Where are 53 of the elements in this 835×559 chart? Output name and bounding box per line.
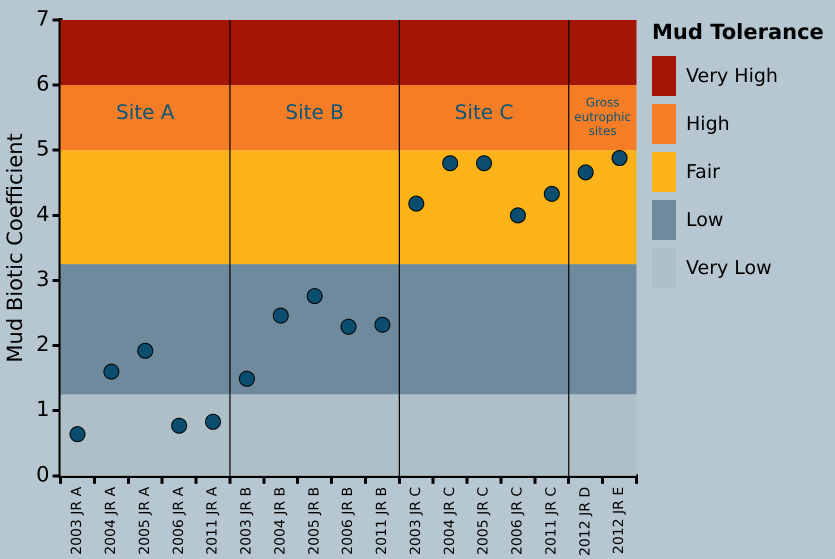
x-tick-label: 2006 JR C: [510, 486, 526, 556]
band-label: Very High: [686, 65, 778, 87]
point: [442, 155, 458, 172]
x-tick-label: 2011 JR B: [374, 486, 390, 555]
annotation: Site B: [285, 100, 344, 124]
y-tick-label: 4: [36, 202, 50, 226]
point: [70, 426, 86, 442]
legend-label: Low: [686, 209, 724, 231]
point: [272, 308, 289, 324]
band-label: High: [686, 113, 730, 135]
legend-label: Very Low: [686, 257, 772, 279]
point: [205, 414, 222, 430]
x-tick-label: 2005 JR B: [306, 486, 322, 555]
point: [510, 207, 526, 224]
point: [137, 342, 154, 359]
x-tick-label: 2004 JR B: [272, 486, 288, 555]
y-tick-label: 2: [36, 332, 50, 356]
x-tick-label: 2006 JR A: [170, 486, 187, 555]
point: [408, 196, 424, 212]
x-tick-label: 2005 JR C: [476, 486, 492, 556]
y-axis-title: Mud Biotic Coefficient: [3, 133, 28, 363]
x-tick-label: 2012 JR D: [577, 486, 594, 556]
point: [544, 186, 560, 202]
point: [238, 370, 255, 387]
x-tick-label: 2012 JR E: [611, 486, 628, 554]
y-tick-label: 7: [36, 6, 50, 30]
point: [578, 164, 594, 180]
x-tick-label: 2006 JR B: [340, 486, 356, 555]
point: [103, 364, 120, 380]
annotation: Gross eutrophic sites: [574, 95, 632, 138]
band-label: Fair: [686, 161, 720, 183]
x-tick-label: 2004 JR A: [103, 486, 120, 555]
x-tick-label: 2003 JR C: [408, 486, 424, 556]
y-tick-label: 0: [36, 462, 50, 486]
x-tick-label: 2011 JR A: [204, 486, 221, 555]
point: [476, 155, 492, 172]
annotation: Site A: [116, 100, 175, 124]
x-tick-label: 2003 JR A: [69, 486, 86, 555]
point: [340, 318, 357, 335]
legend-title: Mud Tolerance: [652, 20, 825, 44]
x-tick-label: 2004 JR C: [442, 486, 458, 556]
y-tick-label: 6: [36, 72, 50, 96]
annotation: Site C: [454, 100, 514, 124]
x-tick-label: 2003 JR B: [238, 486, 255, 555]
x-tick-label: 2011 JR C: [543, 486, 560, 556]
y-tick-label: 1: [36, 397, 50, 422]
y-tick-label: 3: [36, 266, 50, 291]
y-tick-label: 5: [36, 136, 50, 161]
point: [171, 418, 188, 434]
point: [612, 150, 628, 166]
x-tick-label: 2005 JR A: [136, 486, 153, 555]
point: [306, 288, 323, 304]
point: [374, 316, 390, 333]
